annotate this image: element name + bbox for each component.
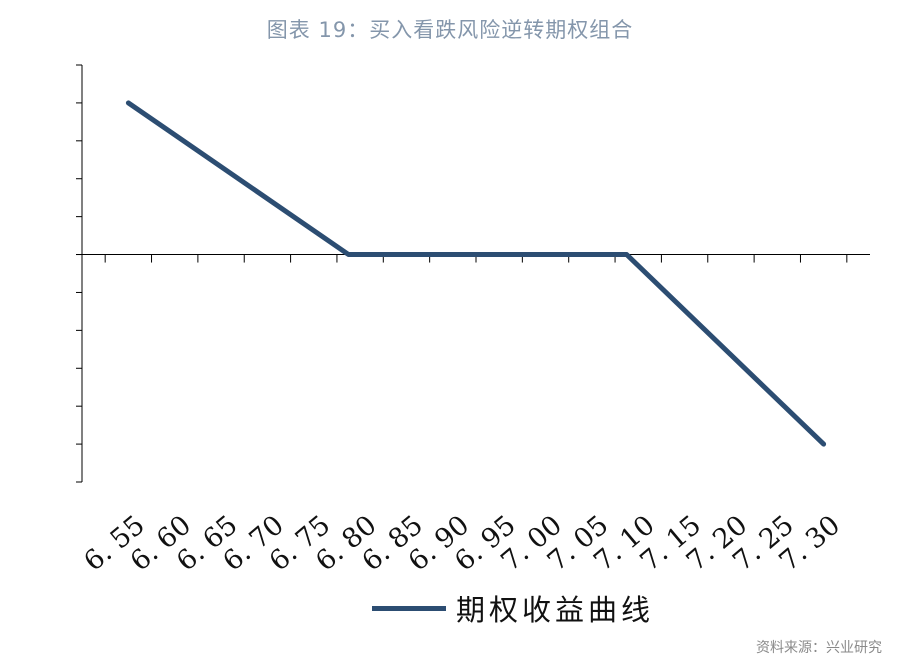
x-tick-labels: 6. 556. 606. 656. 706. 756. 806. 856. 90… — [78, 510, 846, 578]
chart-title: 图表 19：买入看跌风险逆转期权组合 — [266, 18, 634, 42]
source-note: 资料来源：兴业研究 — [756, 640, 882, 656]
legend-label: 期权收益曲线 — [456, 593, 655, 627]
legend-swatch — [372, 605, 446, 611]
legend: 期权收益曲线 — [372, 588, 654, 628]
series-layer — [125, 100, 827, 447]
axes — [76, 64, 870, 483]
payoff-series-line — [125, 100, 827, 447]
